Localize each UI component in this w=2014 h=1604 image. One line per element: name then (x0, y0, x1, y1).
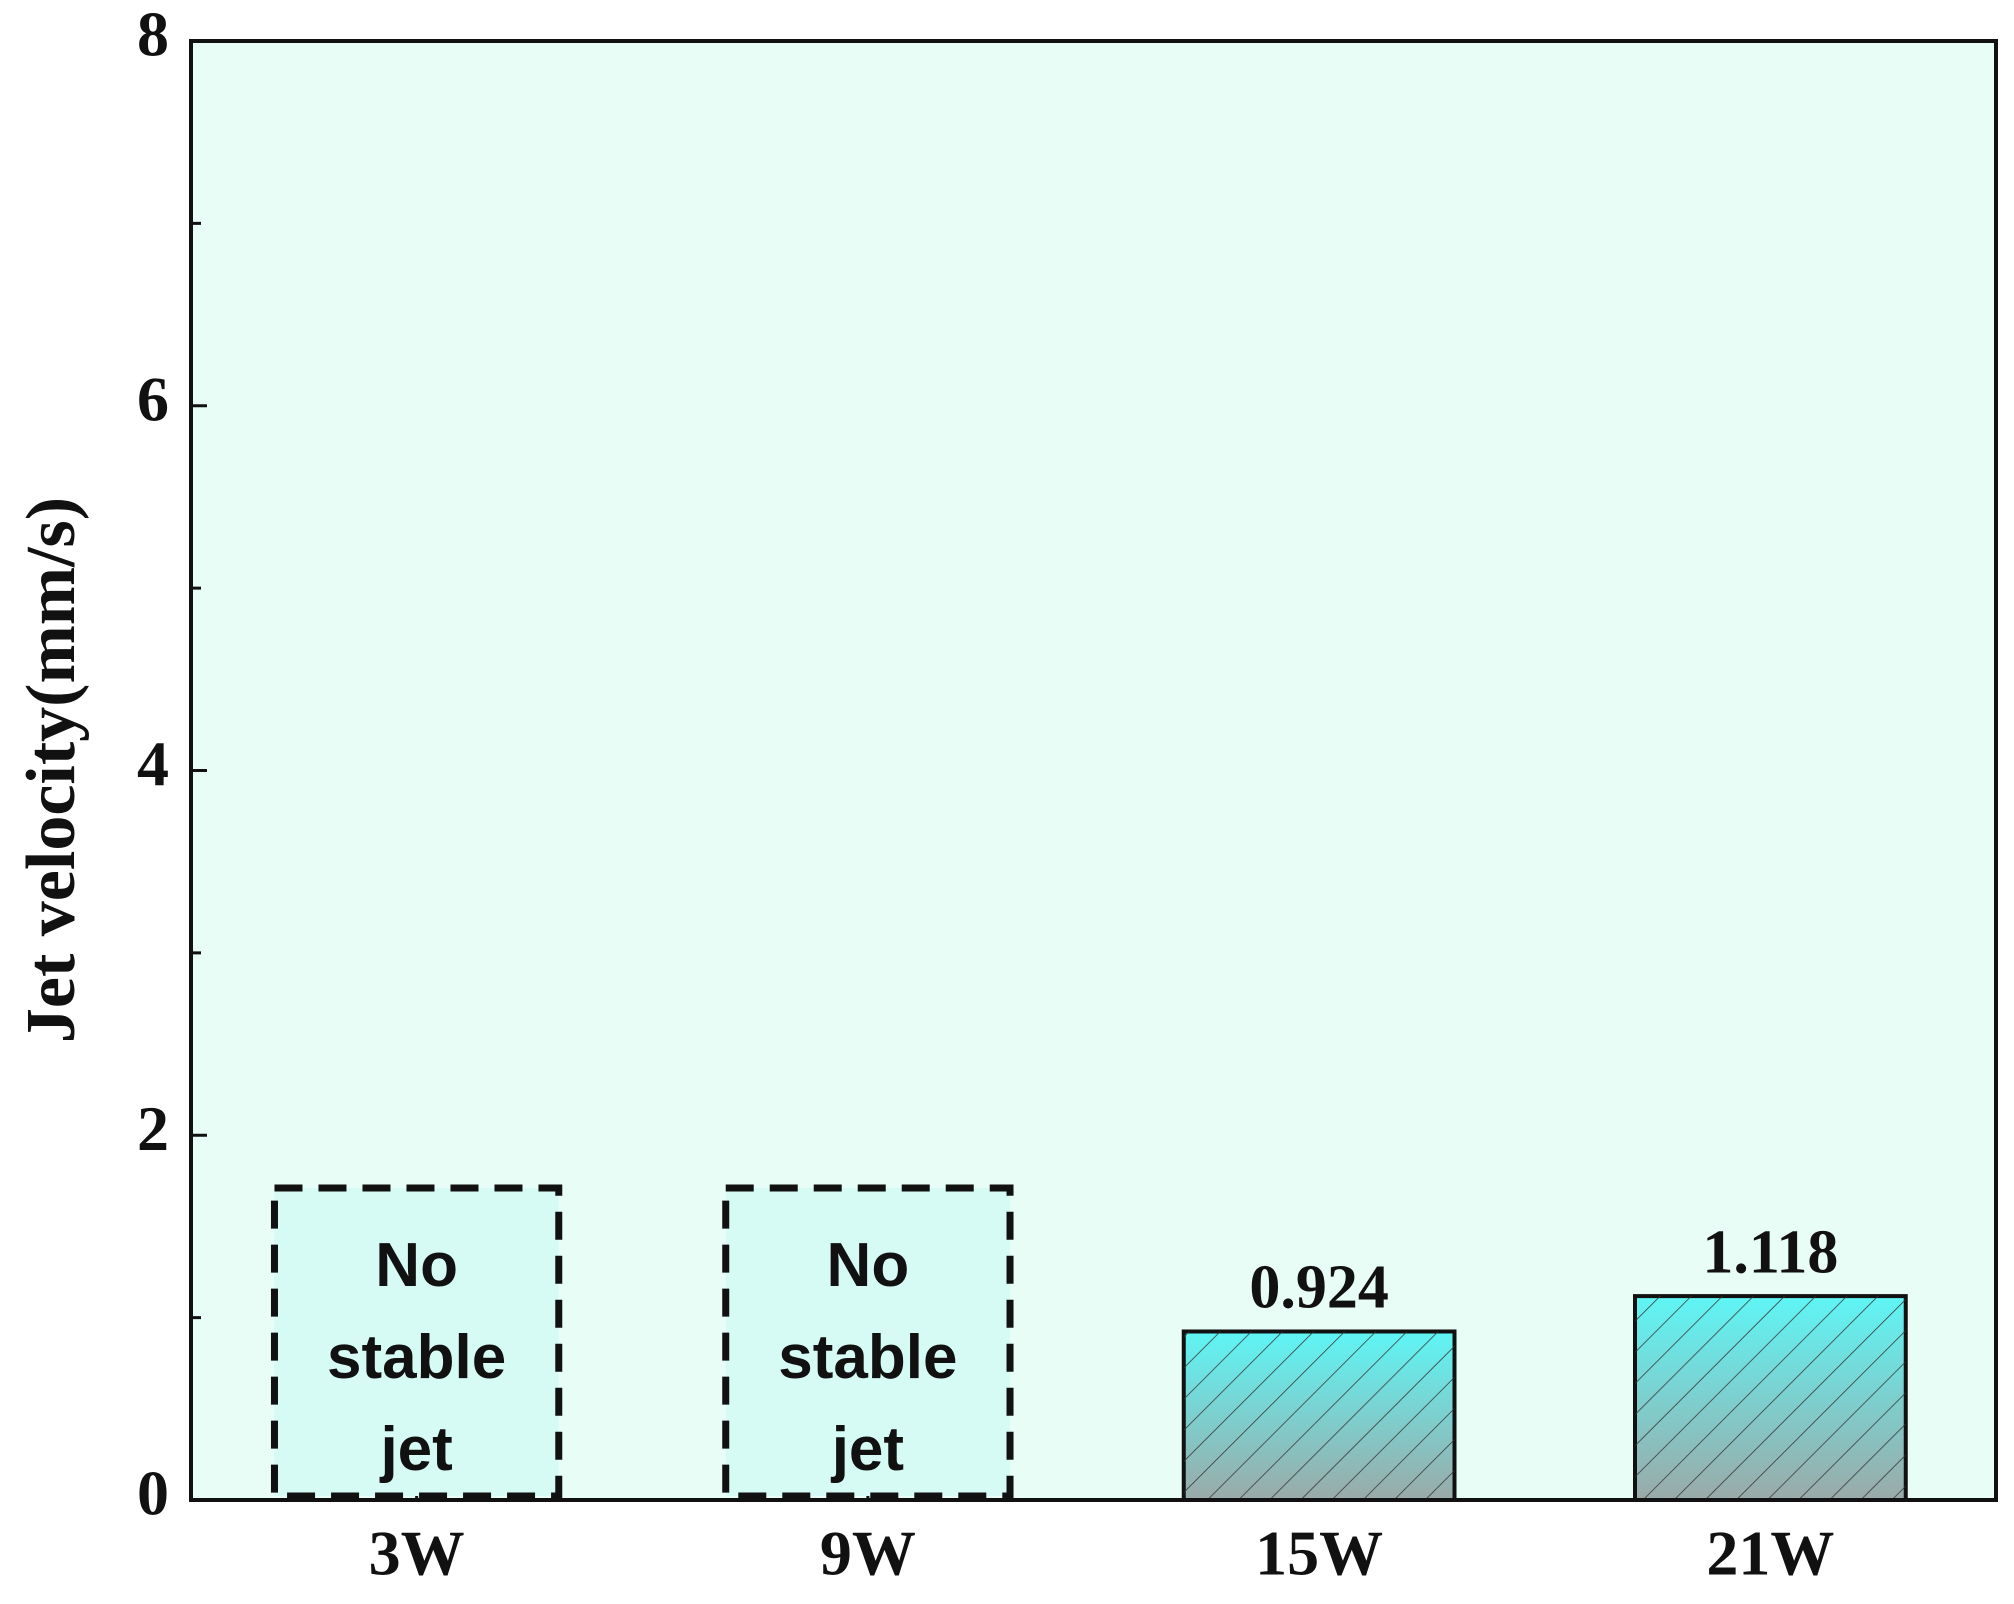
annotation-line: stable (778, 1323, 957, 1392)
y-tick-label: 0 (137, 1458, 169, 1529)
annotation-line: jet (831, 1415, 904, 1484)
plot-frame (189, 39, 1998, 1502)
y-axis-title: Jet velocity(mm/s) (13, 497, 90, 1043)
y-tick-label: 6 (137, 363, 169, 434)
annotation-line: No (827, 1231, 910, 1300)
x-tick-label: 9W (820, 1518, 916, 1589)
annotation: No stable jet (327, 1231, 506, 1484)
annotation-box (270, 1184, 563, 1500)
annotation: No stable jet (778, 1231, 957, 1484)
x-tick-label: 3W (369, 1518, 465, 1589)
value-label: 1.118 (1702, 1218, 1838, 1286)
y-tick-label: 8 (137, 0, 169, 70)
y-tick-label: 4 (137, 728, 169, 799)
annotation-line: jet (379, 1415, 452, 1484)
value-label: 0.924 (1249, 1254, 1389, 1322)
annotation-box (722, 1184, 1014, 1500)
bar-hatch (1183, 1331, 1455, 1500)
bar-hatch (1635, 1296, 1906, 1500)
x-tick-label: 15W (1255, 1518, 1383, 1589)
annotation-line: stable (327, 1323, 506, 1392)
annotation-line: No (375, 1231, 458, 1300)
x-tick-label: 21W (1706, 1518, 1834, 1589)
y-tick-label: 2 (137, 1093, 169, 1164)
